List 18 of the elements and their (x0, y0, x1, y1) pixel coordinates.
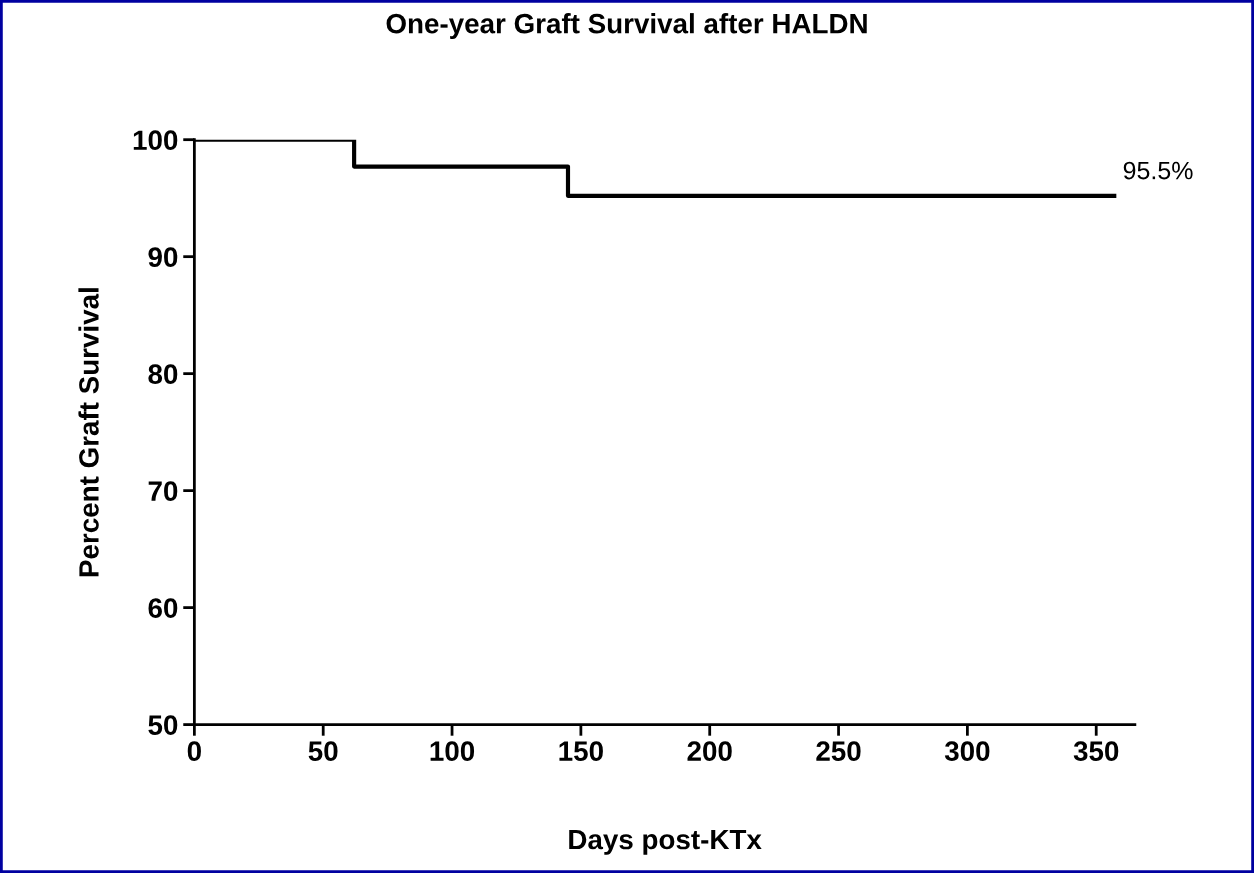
annotation: 95.5% (1123, 161, 1193, 180)
x-tick-label: 100 (430, 741, 475, 761)
x-axis-title: Days post-KTx (569, 829, 762, 855)
y-tick-label: 80 (148, 364, 178, 384)
y-tick-label: 70 (148, 481, 178, 501)
x-tick-label: 300 (944, 741, 990, 761)
chart-title: One-year Graft Survival after HALDN (386, 13, 867, 39)
x-tick-label: 50 (308, 741, 338, 761)
x-tick-label: 250 (816, 741, 861, 761)
y-tick-label: 100 (133, 130, 178, 151)
x-tick-label: 150 (559, 741, 603, 761)
y-axis-title: Percent Graft Survival (78, 288, 99, 577)
y-tick-label: 90 (148, 247, 178, 267)
y-tick-label: 50 (148, 715, 178, 735)
x-tick-label: 200 (687, 741, 732, 761)
x-tick-label: 350 (1073, 741, 1119, 761)
x-tick-label: 0 (187, 741, 201, 761)
y-tick-label: 60 (148, 598, 178, 618)
